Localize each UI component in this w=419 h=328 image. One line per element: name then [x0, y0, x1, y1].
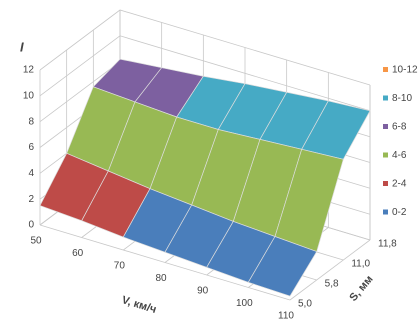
legend-swatch: [383, 209, 388, 215]
legend-label: 6-8: [392, 122, 407, 133]
x-axis-label: V, км/ч: [120, 294, 157, 316]
legend-swatch: [383, 95, 388, 101]
x-tick-label: 80: [155, 273, 167, 284]
z-tick-label: 0: [28, 220, 34, 231]
depth-tick-label: 5,0: [298, 299, 312, 310]
surface-patch: [247, 236, 318, 297]
grid-line: [39, 224, 291, 301]
legend-swatch: [383, 181, 388, 186]
legend-label: 4-6: [392, 150, 407, 161]
grid-line: [289, 239, 371, 301]
depth-tick-label: 11,0: [351, 259, 370, 270]
legend-label: 8-10: [392, 93, 412, 104]
legend-label: 10-12: [392, 65, 418, 76]
legend-swatch: [383, 67, 388, 72]
x-tick-label: 100: [236, 298, 253, 309]
legend-swatch: [383, 152, 388, 158]
z-tick-label: 8: [28, 116, 34, 127]
x-tick-label: 60: [72, 248, 84, 259]
z-tick-label: 2: [28, 194, 34, 205]
x-tick-label: 70: [114, 261, 126, 272]
x-tick-label: 110: [278, 311, 294, 322]
legend-swatch: [383, 124, 388, 129]
z-tick-label: 4: [28, 168, 34, 179]
depth-axis-label: S, мм: [347, 273, 375, 303]
depth-tick-label: 5,8: [325, 279, 339, 290]
z-tick-label: 10: [23, 90, 35, 101]
depth-tick-label: 11,8: [378, 239, 397, 250]
z-axis-label: I: [20, 39, 24, 54]
z-tick-label: 12: [23, 65, 35, 76]
legend-label: 0-2: [392, 207, 407, 218]
legend-label: 2-4: [392, 179, 407, 190]
z-tick-label: 6: [28, 142, 34, 153]
grid-line: [39, 9, 371, 86]
x-tick-label: 50: [30, 236, 42, 247]
x-tick-label: 90: [197, 286, 209, 297]
